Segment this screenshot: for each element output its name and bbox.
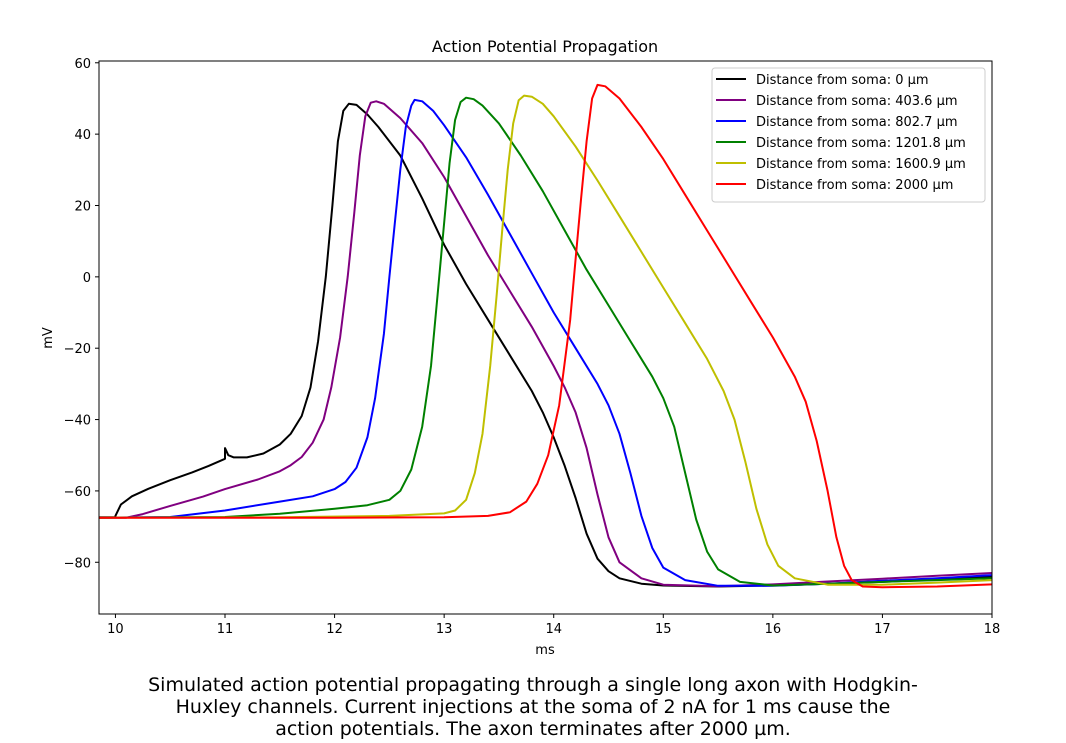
x-tick-label: 17 bbox=[874, 622, 891, 637]
x-tick-label: 16 bbox=[765, 622, 782, 637]
legend-entry: Distance from soma: 1201.8 µm bbox=[756, 136, 966, 151]
x-tick-label: 15 bbox=[655, 622, 672, 637]
chart: Action Potential Propagation ms mV 10 11 1… bbox=[41, 37, 1001, 658]
y-axis-label: mV bbox=[41, 327, 56, 349]
legend-entry: Distance from soma: 1600.9 µm bbox=[756, 157, 966, 172]
series-line-2 bbox=[98, 98, 993, 587]
series-line-3 bbox=[98, 96, 993, 587]
x-tick-label: 11 bbox=[217, 622, 234, 637]
axis-ticks: 10 11 12 13 14 15 16 17 18 −80 −60 −40 −20 0 20 40 60 bbox=[64, 57, 1001, 637]
caption-line-1: Simulated action potential propagating t… bbox=[148, 674, 918, 696]
x-tick-label: 12 bbox=[326, 622, 343, 637]
series-line-1 bbox=[99, 100, 993, 588]
series-line-0 bbox=[99, 102, 993, 588]
legend-entry: Distance from soma: 802.7 µm bbox=[756, 115, 958, 130]
x-axis-label: ms bbox=[535, 643, 555, 658]
caption-line-2: Huxley channels. Current injections at t… bbox=[175, 696, 891, 718]
legend-box bbox=[711, 67, 986, 203]
y-tick-label: 40 bbox=[74, 128, 91, 143]
chart-title: Action Potential Propagation bbox=[432, 37, 658, 56]
plot-lines bbox=[98, 83, 993, 589]
figure-caption: Simulated action potential propagating t… bbox=[0, 674, 1066, 740]
y-tick-label: 20 bbox=[74, 199, 91, 214]
y-tick-label: −60 bbox=[64, 485, 91, 500]
y-tick-label: −80 bbox=[64, 556, 91, 571]
x-tick-label: 18 bbox=[984, 622, 1001, 637]
y-tick-label: −20 bbox=[64, 342, 91, 357]
x-tick-label: 13 bbox=[436, 622, 453, 637]
series-line-4 bbox=[98, 94, 993, 586]
y-tick-label: −40 bbox=[64, 414, 91, 429]
legend-entry: Distance from soma: 0 µm bbox=[756, 73, 929, 88]
legend-entry: Distance from soma: 403.6 µm bbox=[756, 94, 958, 109]
y-tick-label: 60 bbox=[74, 57, 91, 72]
legend: Distance from soma: 0 µm Distance from so… bbox=[711, 67, 986, 203]
x-tick-label: 14 bbox=[545, 622, 562, 637]
y-tick-label: 0 bbox=[83, 271, 91, 286]
plot-frame bbox=[98, 60, 993, 615]
series-line-5 bbox=[99, 83, 993, 589]
x-tick-label: 10 bbox=[107, 622, 124, 637]
caption-line-3: action potentials. The axon terminates a… bbox=[275, 718, 791, 740]
legend-entry: Distance from soma: 2000 µm bbox=[756, 178, 953, 193]
